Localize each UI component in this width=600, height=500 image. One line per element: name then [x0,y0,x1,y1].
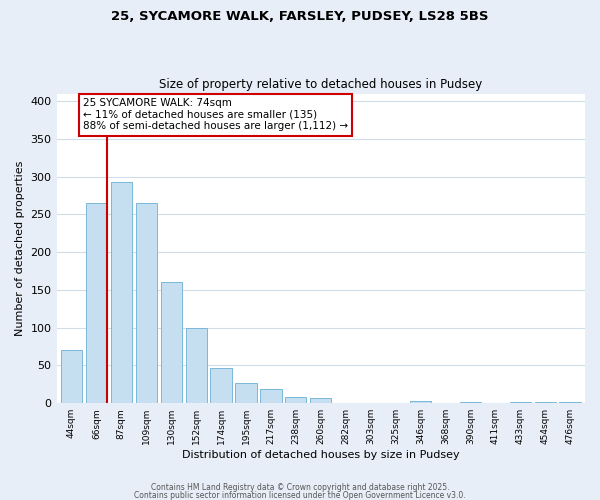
Bar [111,182,132,403]
Y-axis label: Number of detached properties: Number of detached properties [15,160,25,336]
Bar [310,398,331,403]
Bar [285,397,307,403]
Bar [211,368,232,403]
Bar [535,402,556,403]
Bar [185,328,207,403]
Bar [161,282,182,403]
Bar [136,203,157,403]
Title: Size of property relative to detached houses in Pudsey: Size of property relative to detached ho… [159,78,482,91]
Text: 25 SYCAMORE WALK: 74sqm
← 11% of detached houses are smaller (135)
88% of semi-d: 25 SYCAMORE WALK: 74sqm ← 11% of detache… [83,98,348,132]
Bar [235,383,257,403]
Text: Contains HM Land Registry data © Crown copyright and database right 2025.: Contains HM Land Registry data © Crown c… [151,484,449,492]
X-axis label: Distribution of detached houses by size in Pudsey: Distribution of detached houses by size … [182,450,460,460]
Text: 25, SYCAMORE WALK, FARSLEY, PUDSEY, LS28 5BS: 25, SYCAMORE WALK, FARSLEY, PUDSEY, LS28… [111,10,489,23]
Bar [260,389,281,403]
Bar [509,402,531,403]
Bar [410,401,431,403]
Bar [61,350,82,403]
Bar [86,203,107,403]
Text: Contains public sector information licensed under the Open Government Licence v3: Contains public sector information licen… [134,490,466,500]
Bar [559,402,581,403]
Bar [460,402,481,403]
